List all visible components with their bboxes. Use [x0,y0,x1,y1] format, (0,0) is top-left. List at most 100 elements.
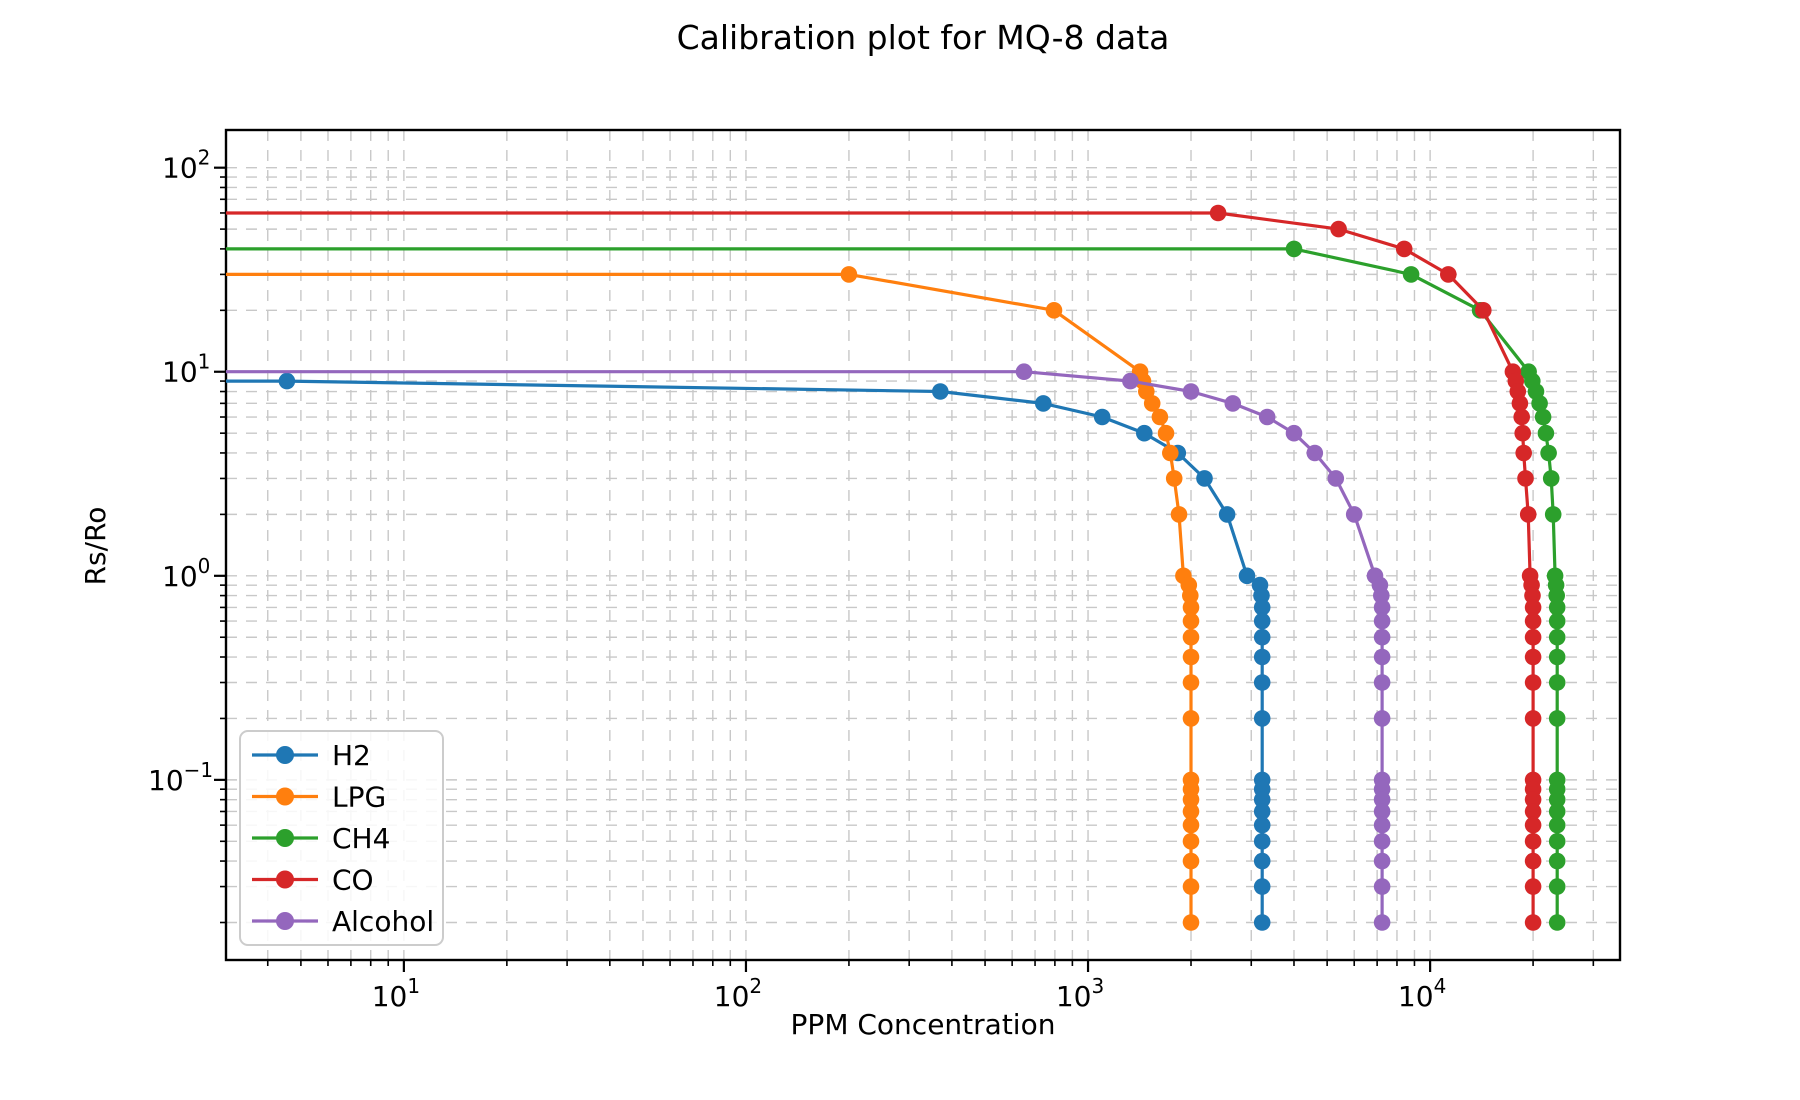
legend-marker-LPG [276,787,294,806]
data-point-Alcohol [1373,914,1391,931]
data-point-H2 [1253,599,1271,616]
data-point-H2 [1253,816,1271,834]
data-point-LPG [1182,599,1200,616]
data-point-Alcohol [1258,408,1276,426]
data-point-CO [1517,470,1534,487]
data-point-H2 [1196,470,1213,487]
data-point-CO [1524,710,1542,727]
data-point-CH4 [1285,240,1303,258]
data-point-CH4 [1534,408,1552,426]
data-point-Alcohol [1373,587,1390,604]
data-point-LPG [1182,628,1200,646]
legend-label-CO: CO [332,864,374,897]
y-tick-label: 101 [162,350,210,389]
data-point-LPG [1182,833,1200,850]
y-tick-label: 10−1 [148,758,213,797]
data-point-H2 [1253,878,1271,895]
data-point-CH4 [1548,648,1566,666]
data-point-CO [1524,648,1542,666]
data-point-CH4 [1540,444,1557,462]
data-point-CH4 [1537,424,1555,442]
data-point-CO [1524,791,1542,808]
x-tick-label: 101 [372,974,420,1013]
legend-box [239,730,444,946]
data-point-H2 [1253,710,1271,727]
data-point-CH4 [1548,599,1566,616]
data-point-Alcohol [1373,674,1391,691]
data-point-H2 [1253,612,1271,630]
data-point-CH4 [1548,710,1566,727]
data-point-CO [1519,506,1537,523]
data-point-H2 [1253,833,1271,850]
legend-entry-Alcohol: Alcohol [252,905,434,938]
data-point-CH4 [1542,470,1560,487]
data-point-Alcohol [1015,363,1033,381]
data-point-CO [1475,302,1492,319]
data-point-CH4 [1531,395,1548,412]
data-point-CO [1524,914,1542,931]
legend-label-H2: H2 [332,739,371,772]
data-point-LPG [1182,587,1199,604]
data-point-H2 [1035,395,1052,412]
data-point-CO [1513,408,1530,426]
data-point-LPG [1182,648,1200,666]
data-point-CO [1524,599,1542,616]
data-point-CO [1330,220,1347,238]
data-point-CO [1524,816,1542,834]
data-point-LPG [1165,470,1183,487]
data-point-Alcohol [1373,599,1391,616]
series-H2 [226,372,1271,931]
series-Alcohol [226,363,1391,931]
data-point-CO [1395,240,1413,258]
data-point-H2 [1253,628,1271,646]
data-point-Alcohol [1345,506,1363,523]
data-point-CH4 [1548,628,1566,646]
data-point-CH4 [1548,587,1565,604]
data-point-CO [1524,628,1542,646]
data-point-LPG [1170,506,1188,523]
data-point-H2 [1253,791,1271,808]
plot-frame [224,128,1622,962]
data-point-Alcohol [1373,803,1391,820]
data-point-H2 [1136,424,1153,442]
data-point-CH4 [1548,914,1566,931]
data-point-Alcohol [1224,395,1242,412]
data-point-LPG [1143,395,1161,412]
data-point-H2 [1253,914,1271,931]
data-point-CH4 [1548,803,1566,820]
legend-marker-CO [276,870,294,889]
legend-entry-CH4: CH4 [252,822,390,855]
data-point-Alcohol [1373,628,1391,646]
data-point-Alcohol [1373,878,1391,895]
data-point-Alcohol [1373,852,1391,870]
x-tick-label: 102 [714,974,762,1013]
legend-label-CH4: CH4 [332,822,390,855]
data-point-H2 [278,372,296,390]
data-point-LPG [1151,408,1169,426]
x-tick-label: 104 [1398,974,1446,1013]
legend-entry-LPG: LPG [252,781,386,814]
data-point-LPG [840,266,858,283]
data-point-Alcohol [1373,710,1391,727]
legend-marker-Alcohol [276,912,294,930]
legend-marker-H2 [276,746,294,764]
data-point-Alcohol [1122,372,1139,390]
y-axis-label: Rs/Ro [79,506,112,586]
data-point-CO [1524,587,1541,604]
data-point-CO [1524,612,1542,630]
data-point-H2 [1253,852,1271,870]
data-point-LPG [1182,852,1200,870]
data-point-CO [1524,833,1542,850]
series-LPG [226,266,1200,931]
data-point-Alcohol [1373,833,1391,850]
tick-labels: 101 102 103 104 10−1 100 101 102 [148,146,1446,1013]
data-point-CO [1511,395,1529,412]
data-point-Alcohol [1306,444,1324,462]
legend-entry-CO: CO [252,864,374,897]
legend-label-Alcohol: Alcohol [332,905,434,938]
data-point-CH4 [1548,816,1566,834]
legend-label-LPG: LPG [332,781,386,814]
data-point-CO [1524,674,1542,691]
